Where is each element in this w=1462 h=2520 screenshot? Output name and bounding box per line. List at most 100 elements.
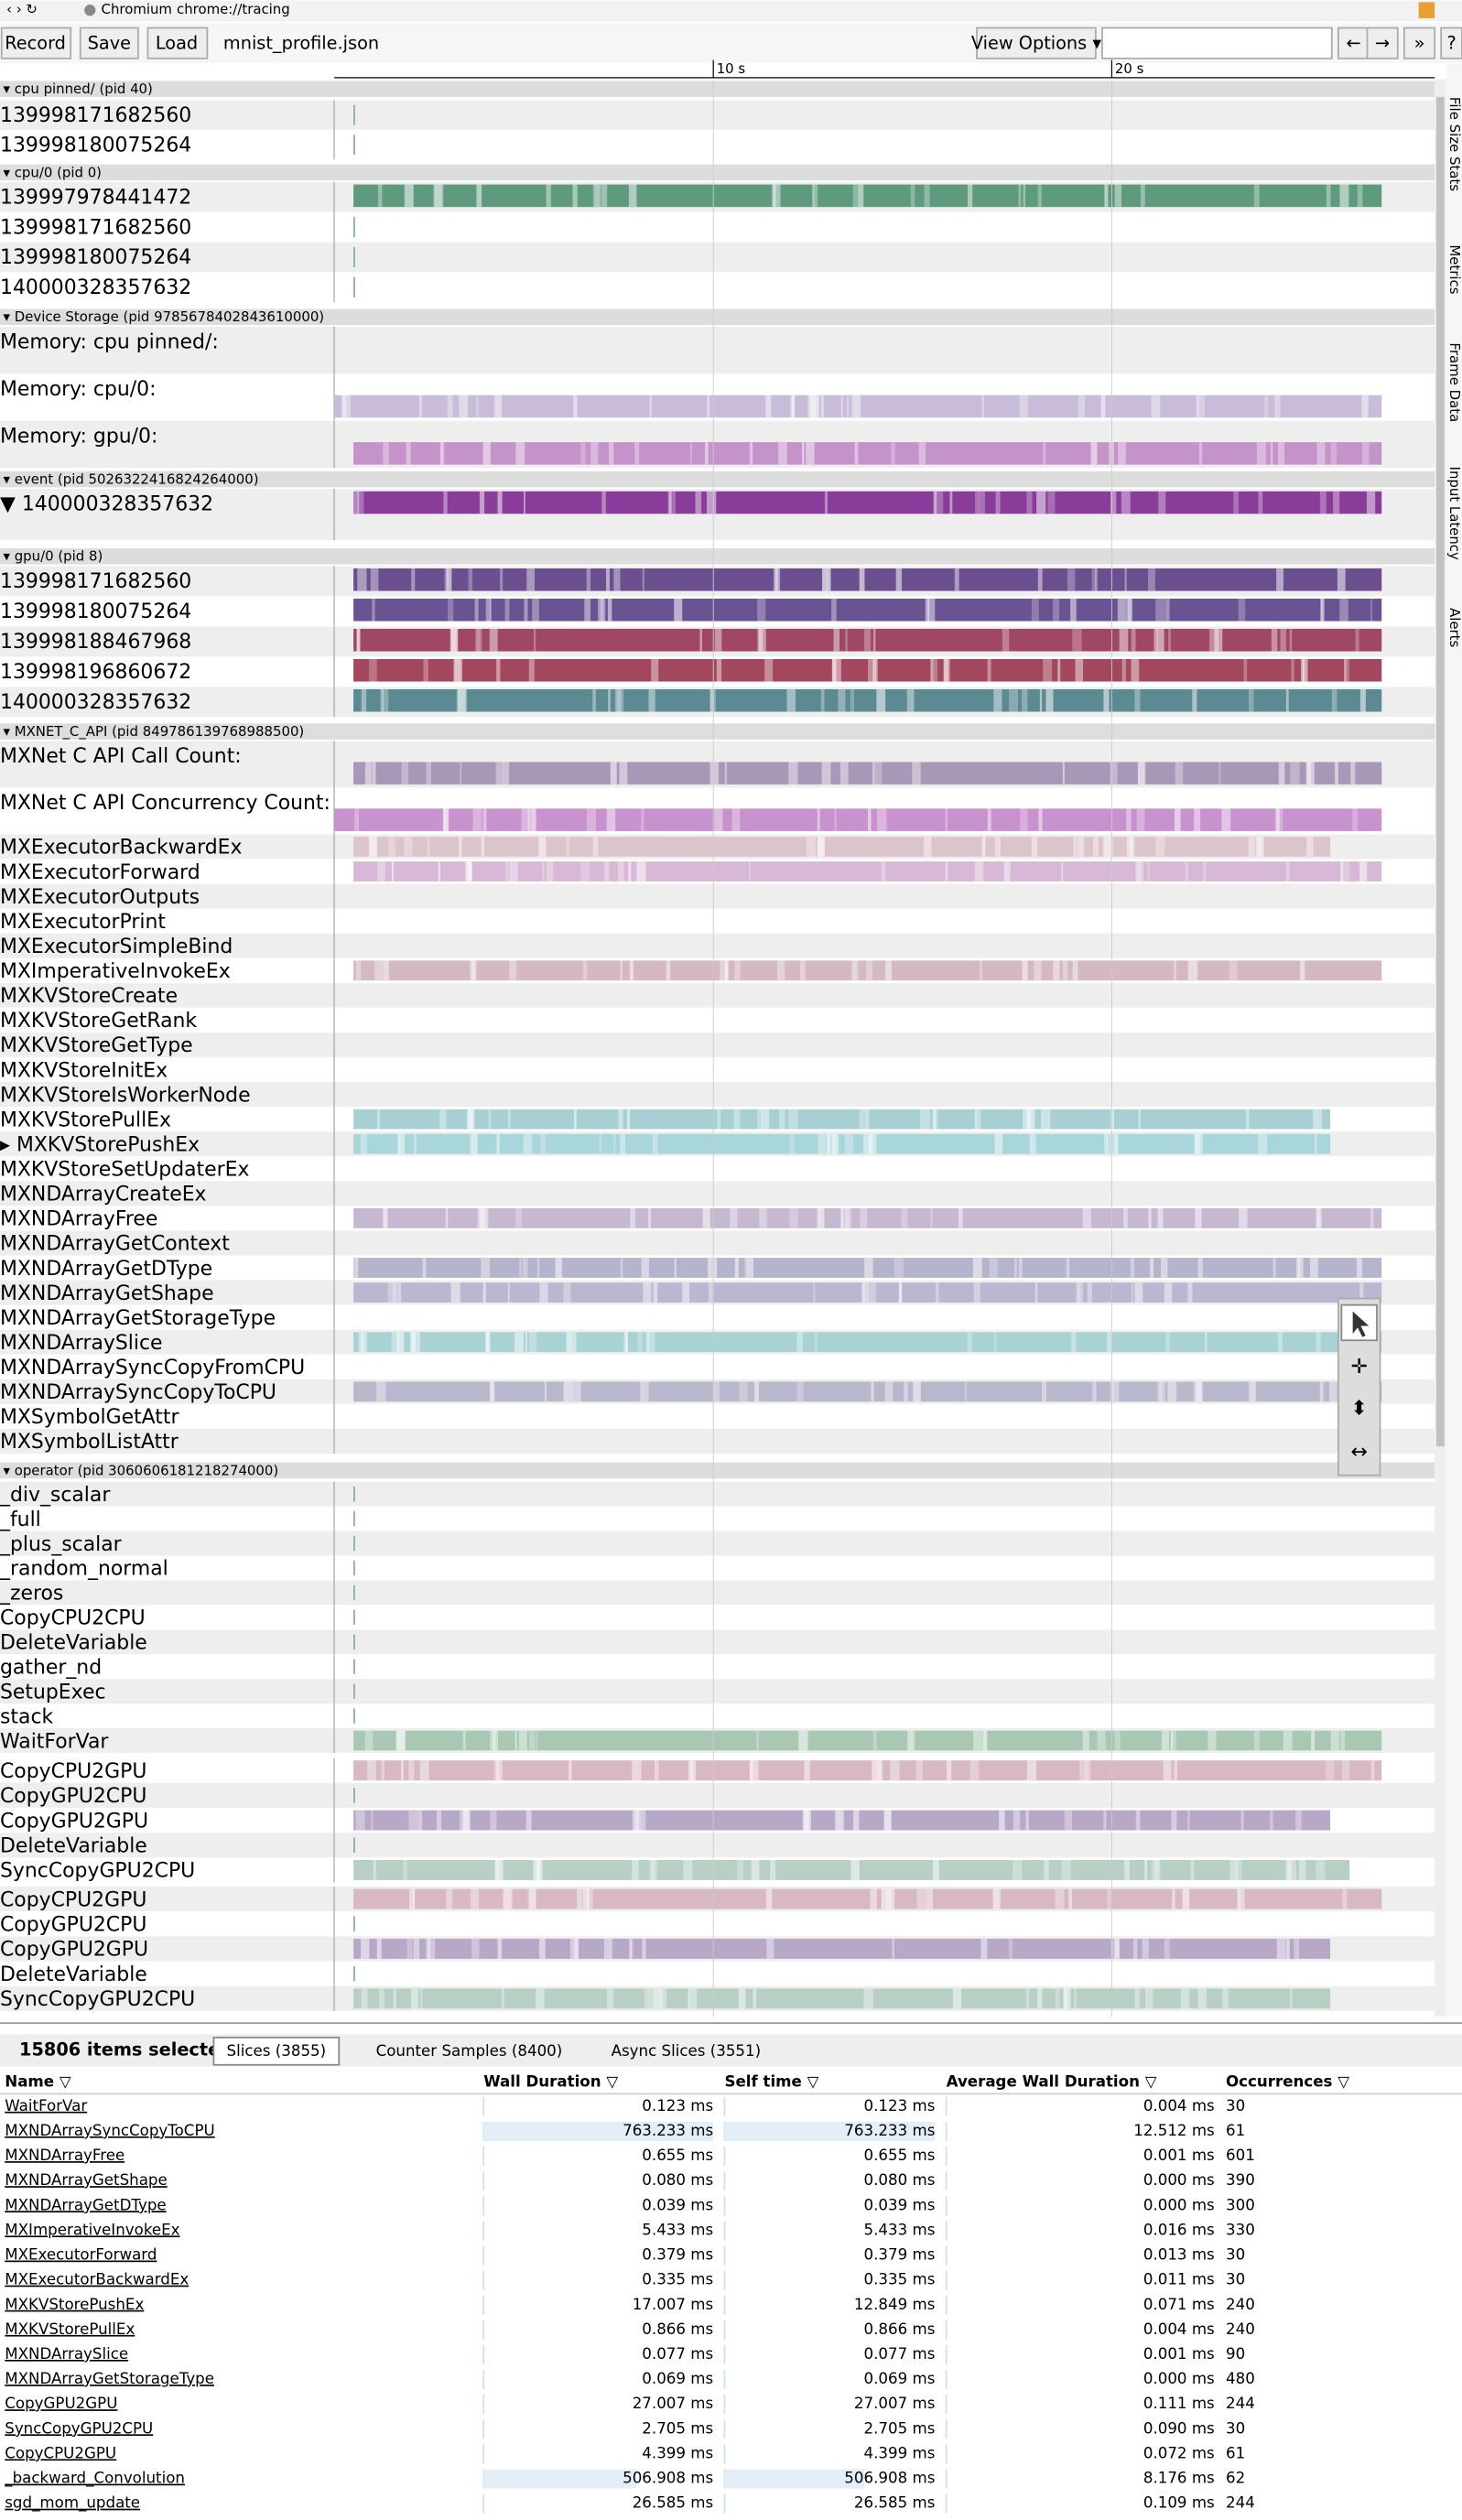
track-slice[interactable] bbox=[1031, 598, 1039, 622]
track-slice[interactable] bbox=[666, 960, 671, 981]
track-slice[interactable] bbox=[779, 1109, 785, 1130]
track-slice[interactable] bbox=[1330, 442, 1337, 465]
track-slices[interactable] bbox=[353, 184, 1382, 208]
track-slice[interactable] bbox=[514, 1730, 517, 1751]
track-slice[interactable] bbox=[1300, 960, 1305, 981]
track-slice[interactable] bbox=[844, 1133, 853, 1154]
track-slice[interactable] bbox=[372, 762, 376, 785]
track-slice[interactable] bbox=[1352, 808, 1359, 831]
track-slice[interactable] bbox=[883, 1810, 892, 1831]
track-slice[interactable] bbox=[1239, 1207, 1248, 1228]
track-slice[interactable] bbox=[1319, 1381, 1324, 1402]
track-slice[interactable] bbox=[1018, 184, 1022, 208]
track-slice[interactable] bbox=[397, 1133, 400, 1154]
track-slice[interactable] bbox=[505, 861, 509, 881]
group-title[interactable]: ▾ gpu/0 (pid 8) bbox=[4, 548, 103, 565]
track-slice[interactable] bbox=[749, 1760, 753, 1781]
track-slice[interactable] bbox=[1276, 1938, 1286, 1959]
track-slices[interactable] bbox=[353, 1381, 1382, 1402]
track-slice[interactable] bbox=[863, 1988, 873, 2009]
track-slice[interactable] bbox=[766, 1938, 774, 1959]
track-slice[interactable] bbox=[518, 1730, 527, 1751]
button-label[interactable]: Load bbox=[156, 33, 198, 54]
track-slice[interactable] bbox=[488, 1109, 492, 1130]
track-label[interactable]: stack bbox=[0, 1705, 54, 1728]
track-slice[interactable] bbox=[426, 1938, 431, 1959]
track-slices[interactable] bbox=[353, 1730, 1382, 1751]
track-slice[interactable] bbox=[653, 1988, 663, 2009]
side-tab[interactable]: File Size Stats bbox=[1446, 97, 1462, 191]
scroll-thumb[interactable] bbox=[1435, 96, 1445, 1447]
track-slice[interactable] bbox=[1229, 1859, 1238, 1880]
track-label[interactable]: SetupExec bbox=[0, 1681, 106, 1703]
pan-tool[interactable]: ✛ bbox=[1350, 1356, 1367, 1379]
track-slice[interactable] bbox=[757, 598, 766, 622]
track-slice[interactable] bbox=[835, 1810, 843, 1831]
track-slice[interactable] bbox=[1126, 808, 1132, 831]
track-slice[interactable] bbox=[1193, 1381, 1204, 1402]
track-slice[interactable] bbox=[1148, 1207, 1152, 1228]
track-slice[interactable] bbox=[620, 1258, 623, 1278]
track-slice[interactable] bbox=[370, 568, 379, 591]
track-slice[interactable] bbox=[709, 688, 714, 712]
track-slice[interactable] bbox=[383, 442, 389, 465]
track-slice[interactable] bbox=[486, 1332, 490, 1353]
track-slice[interactable] bbox=[881, 861, 886, 881]
track-slice[interactable] bbox=[400, 1760, 404, 1781]
track-slice[interactable] bbox=[1196, 395, 1205, 418]
track-slice[interactable] bbox=[1172, 1888, 1175, 1909]
track-slice[interactable] bbox=[462, 1810, 471, 1831]
track-slice[interactable] bbox=[610, 762, 617, 785]
track-slice[interactable] bbox=[496, 658, 501, 682]
track-slice[interactable] bbox=[462, 1730, 466, 1751]
track-slice[interactable] bbox=[907, 1730, 914, 1751]
track-slice[interactable] bbox=[1055, 1988, 1060, 2009]
track-slice[interactable] bbox=[1095, 568, 1098, 591]
track-slice[interactable] bbox=[1370, 598, 1373, 622]
nav-button-label[interactable]: → bbox=[1375, 33, 1390, 54]
track-slice[interactable] bbox=[982, 1730, 988, 1751]
track-slice[interactable] bbox=[1104, 1133, 1114, 1154]
track-slice[interactable] bbox=[460, 762, 462, 785]
track-slice[interactable] bbox=[746, 1258, 753, 1278]
track-slice[interactable] bbox=[979, 491, 986, 514]
track-slice[interactable] bbox=[835, 1810, 845, 1831]
track-slice[interactable] bbox=[871, 1381, 874, 1402]
track-slice[interactable] bbox=[393, 1988, 396, 2009]
track-slice[interactable] bbox=[858, 184, 864, 208]
track-slice[interactable] bbox=[411, 1988, 418, 2009]
track-slice[interactable] bbox=[719, 960, 730, 981]
track-slice[interactable] bbox=[353, 1787, 355, 1803]
track-slice[interactable] bbox=[1315, 1133, 1317, 1154]
slice-name-link[interactable]: MXNDArrayGetShape bbox=[5, 2171, 167, 2189]
track-slice[interactable] bbox=[1135, 861, 1142, 881]
slice-name-link[interactable]: sgd_mom_update bbox=[5, 2494, 140, 2513]
track-label[interactable]: _plus_scalar bbox=[0, 1533, 123, 1556]
track-slice[interactable] bbox=[1316, 1859, 1326, 1880]
track-slice[interactable] bbox=[450, 628, 459, 652]
track-slice[interactable] bbox=[890, 1760, 900, 1781]
track-slice[interactable] bbox=[820, 395, 824, 418]
track-slice[interactable] bbox=[758, 628, 763, 652]
track-slice[interactable] bbox=[788, 1109, 798, 1130]
track-slice[interactable] bbox=[932, 1109, 938, 1130]
track-slice[interactable] bbox=[608, 442, 614, 465]
track-slice[interactable] bbox=[1296, 1258, 1304, 1278]
track-slice[interactable] bbox=[353, 217, 355, 238]
track-slice[interactable] bbox=[607, 688, 612, 712]
track-slice[interactable] bbox=[481, 1258, 490, 1278]
track-slice[interactable] bbox=[1342, 1888, 1348, 1909]
track-slice[interactable] bbox=[1022, 688, 1028, 712]
track-slice[interactable] bbox=[967, 1332, 972, 1353]
track-slice[interactable] bbox=[1072, 628, 1082, 652]
track-slice[interactable] bbox=[1167, 1938, 1171, 1959]
track-slice[interactable] bbox=[850, 1859, 860, 1880]
track-slice[interactable] bbox=[818, 1207, 825, 1228]
track-slice[interactable] bbox=[790, 395, 796, 418]
track-slice[interactable] bbox=[1258, 1133, 1268, 1154]
track-slice[interactable] bbox=[868, 808, 872, 831]
track-slice[interactable] bbox=[341, 395, 346, 418]
track-slice[interactable] bbox=[645, 1332, 655, 1353]
track-slice[interactable] bbox=[1307, 762, 1312, 785]
track-slice[interactable] bbox=[1053, 960, 1060, 981]
